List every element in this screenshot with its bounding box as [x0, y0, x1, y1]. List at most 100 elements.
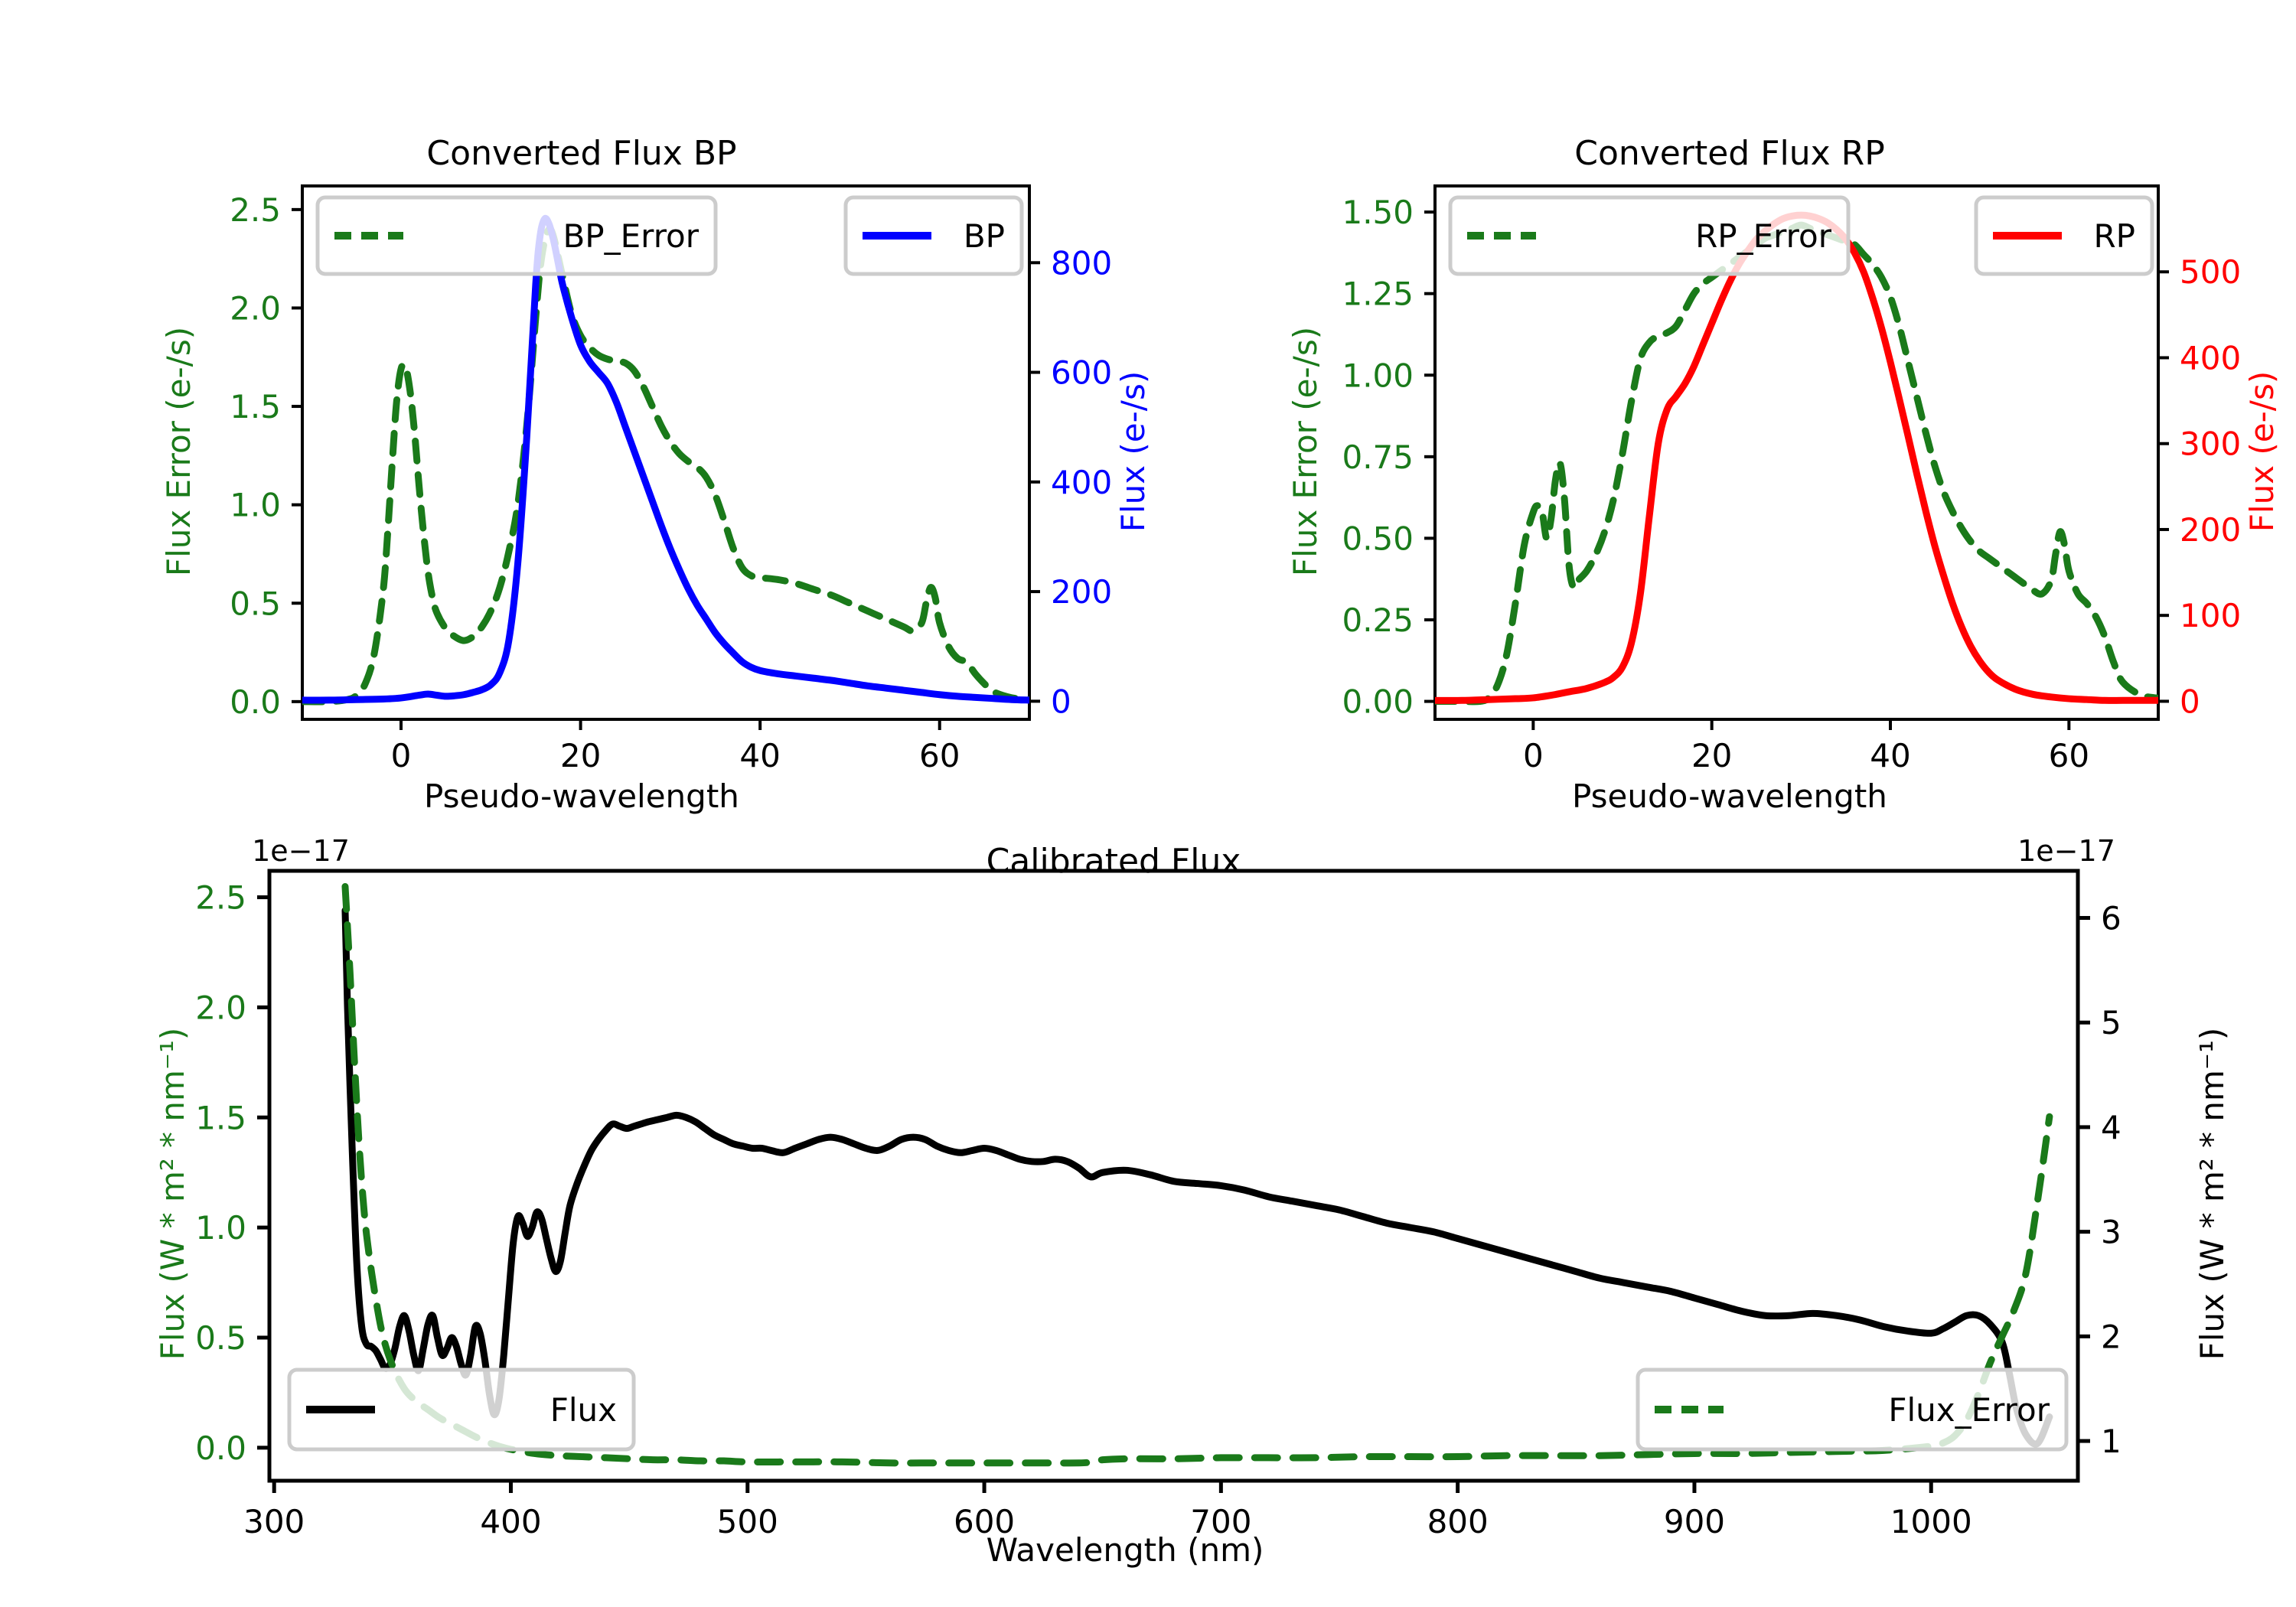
plot-area — [1435, 211, 2158, 706]
chart-calibrated-flux: Calibrated Flux 1e−17 1e−17 300 400 500 600… — [154, 834, 2231, 1569]
y-tick-label-left: 1.5 — [230, 388, 281, 425]
plot-frame — [1433, 184, 2160, 721]
y-tick-label-left: 1.5 — [195, 1099, 246, 1136]
y-tick-label-right: 1 — [2101, 1423, 2122, 1460]
chart-title-rp: Converted Flux RP — [1574, 134, 1885, 173]
plot-frame — [267, 869, 2080, 1483]
x-tick-label: 500 — [717, 1503, 778, 1540]
axis-label-y-left-rp: Flux Error (e-/s) — [1287, 327, 1324, 576]
legend-label: BP — [964, 217, 1005, 255]
y-tick-label-left: 0.0 — [230, 683, 281, 721]
axis-offset-right: 1e−17 — [2017, 834, 2115, 868]
plot-area — [302, 214, 1029, 706]
y-tick-label-left: 0.75 — [1342, 438, 1414, 476]
x-tick-label: 600 — [954, 1503, 1015, 1540]
axis-label-y-right-bp: Flux (e-/s) — [1114, 371, 1152, 532]
y-tick-label-right: 2 — [2101, 1318, 2122, 1355]
y-tick-label-left: 0.00 — [1342, 683, 1414, 721]
panel-converted-flux-rp: Converted Flux RP 0 20 40 60 0.00 0.25 0.50 0.7… — [1148, 0, 2296, 834]
chart-converted-flux-rp: Converted Flux RP 0 20 40 60 0.00 0.25 0.50 0.7… — [1287, 134, 2281, 815]
y-tick-label-right: 600 — [1051, 354, 1112, 392]
series-line-flux — [341, 907, 2053, 1448]
chart-converted-flux-bp: Converted Flux BP 0 20 40 60 0.0 0.5 1.0 1.5 2.0… — [160, 134, 1152, 815]
y-tick-label-left: 2.5 — [195, 879, 246, 917]
axis-label-x-calibrated: Wavelength (nm) — [987, 1531, 1264, 1569]
axis-label-y-right-rp: Flux (e-/s) — [2243, 371, 2281, 532]
y-tick-label-right: 0 — [2180, 683, 2200, 720]
y-tick-label-left: 1.0 — [195, 1209, 246, 1247]
y-tick-label-left: 0.5 — [195, 1319, 246, 1357]
y-tick-label-right: 200 — [2180, 511, 2241, 549]
legend-label: BP_Error — [563, 217, 699, 255]
legend-frame — [315, 195, 718, 276]
legend-flux-error[interactable]: Flux_Error — [1636, 1367, 2069, 1452]
legend-frame — [843, 195, 1024, 276]
panel-converted-flux-bp: Converted Flux BP 0 20 40 60 0.0 0.5 1.0 1.5 2.0… — [0, 0, 1152, 834]
y-tick-label-right: 300 — [2180, 425, 2241, 463]
legend-label: Flux — [550, 1391, 617, 1429]
legend-label: Flux_Error — [1888, 1391, 2050, 1429]
x-tick-label: 400 — [480, 1503, 541, 1540]
series-line-rp_error — [1435, 221, 2158, 706]
y-tick-label-right: 500 — [2180, 253, 2241, 291]
x-tick-label: 40 — [1870, 737, 1910, 774]
y-tick-label-left: 0.0 — [195, 1429, 246, 1467]
x-tick-label: 60 — [2049, 737, 2089, 774]
legend-frame — [1974, 195, 2154, 276]
x-tick-label: 0 — [391, 737, 412, 774]
x-tick-label: 900 — [1664, 1503, 1725, 1540]
x-tick-label: 20 — [560, 737, 601, 774]
y-tick-label-left: 0.5 — [230, 585, 281, 622]
y-tick-label-left: 2.0 — [230, 289, 281, 327]
axis-label-x-rp: Pseudo-wavelength — [1572, 777, 1887, 815]
y-tick-label-left: 0.50 — [1342, 520, 1414, 557]
plot-frame — [301, 184, 1031, 721]
legend-label: RP — [2093, 217, 2135, 255]
legend-frame — [287, 1367, 636, 1452]
x-tick-label: 20 — [1691, 737, 1732, 774]
x-tick-label: 40 — [739, 737, 780, 774]
series-line-rp — [1435, 211, 2158, 704]
y-tick-label-left: 1.50 — [1342, 194, 1414, 231]
legend-rp[interactable]: RP — [1974, 195, 2154, 276]
panel-calibrated-flux: Calibrated Flux 1e−17 1e−17 300 400 500 600… — [0, 834, 2296, 1607]
y-tick-label-right: 100 — [2180, 597, 2241, 634]
chart-title-bp: Converted Flux BP — [426, 134, 736, 173]
x-tick-label: 0 — [1523, 737, 1544, 774]
legend-bp-error[interactable]: BP_Error — [315, 195, 718, 276]
y-tick-label-left: 2.5 — [230, 191, 281, 229]
y-tick-label-right: 200 — [1051, 573, 1112, 611]
axis-label-y-left-bp: Flux Error (e-/s) — [160, 327, 197, 576]
series-line-bp — [302, 214, 1029, 704]
chart-title-calibrated: Calibrated Flux — [987, 842, 1241, 881]
y-tick-label-left: 1.25 — [1342, 275, 1414, 313]
axis-label-y-right-calibrated: Flux (W * m² * nm⁻¹) — [2193, 1028, 2231, 1361]
series-line-bp_error — [302, 225, 1029, 706]
x-tick-label: 700 — [1190, 1503, 1251, 1540]
legend-bp[interactable]: BP — [843, 195, 1024, 276]
legend-frame — [1636, 1367, 2069, 1452]
axis-label-x-bp: Pseudo-wavelength — [424, 777, 739, 815]
axis-offset-left: 1e−17 — [252, 834, 350, 868]
x-tick-label: 300 — [243, 1503, 305, 1540]
y-tick-label-left: 1.0 — [230, 487, 281, 524]
axis-label-y-left-calibrated: Flux (W * m² * nm⁻¹) — [154, 1028, 191, 1361]
y-tick-label-left: 2.0 — [195, 989, 246, 1026]
legend-flux[interactable]: Flux — [287, 1367, 636, 1452]
legend-label: RP_Error — [1695, 217, 1832, 255]
x-tick-label: 60 — [919, 737, 960, 774]
y-tick-label-right: 5 — [2101, 1004, 2122, 1041]
y-tick-label-right: 400 — [1051, 464, 1112, 501]
y-tick-label-right: 400 — [2180, 339, 2241, 376]
y-tick-label-right: 6 — [2101, 900, 2122, 937]
y-tick-label-right: 3 — [2101, 1214, 2122, 1251]
y-tick-label-left: 1.00 — [1342, 357, 1414, 394]
x-tick-label: 800 — [1427, 1503, 1489, 1540]
y-tick-label-right: 800 — [1051, 244, 1112, 282]
x-tick-label: 1000 — [1890, 1503, 1972, 1540]
y-tick-label-left: 0.25 — [1342, 601, 1414, 639]
legend-frame — [1448, 195, 1851, 276]
legend-rp-error[interactable]: RP_Error — [1448, 195, 1851, 276]
y-tick-label-right: 4 — [2101, 1109, 2122, 1146]
